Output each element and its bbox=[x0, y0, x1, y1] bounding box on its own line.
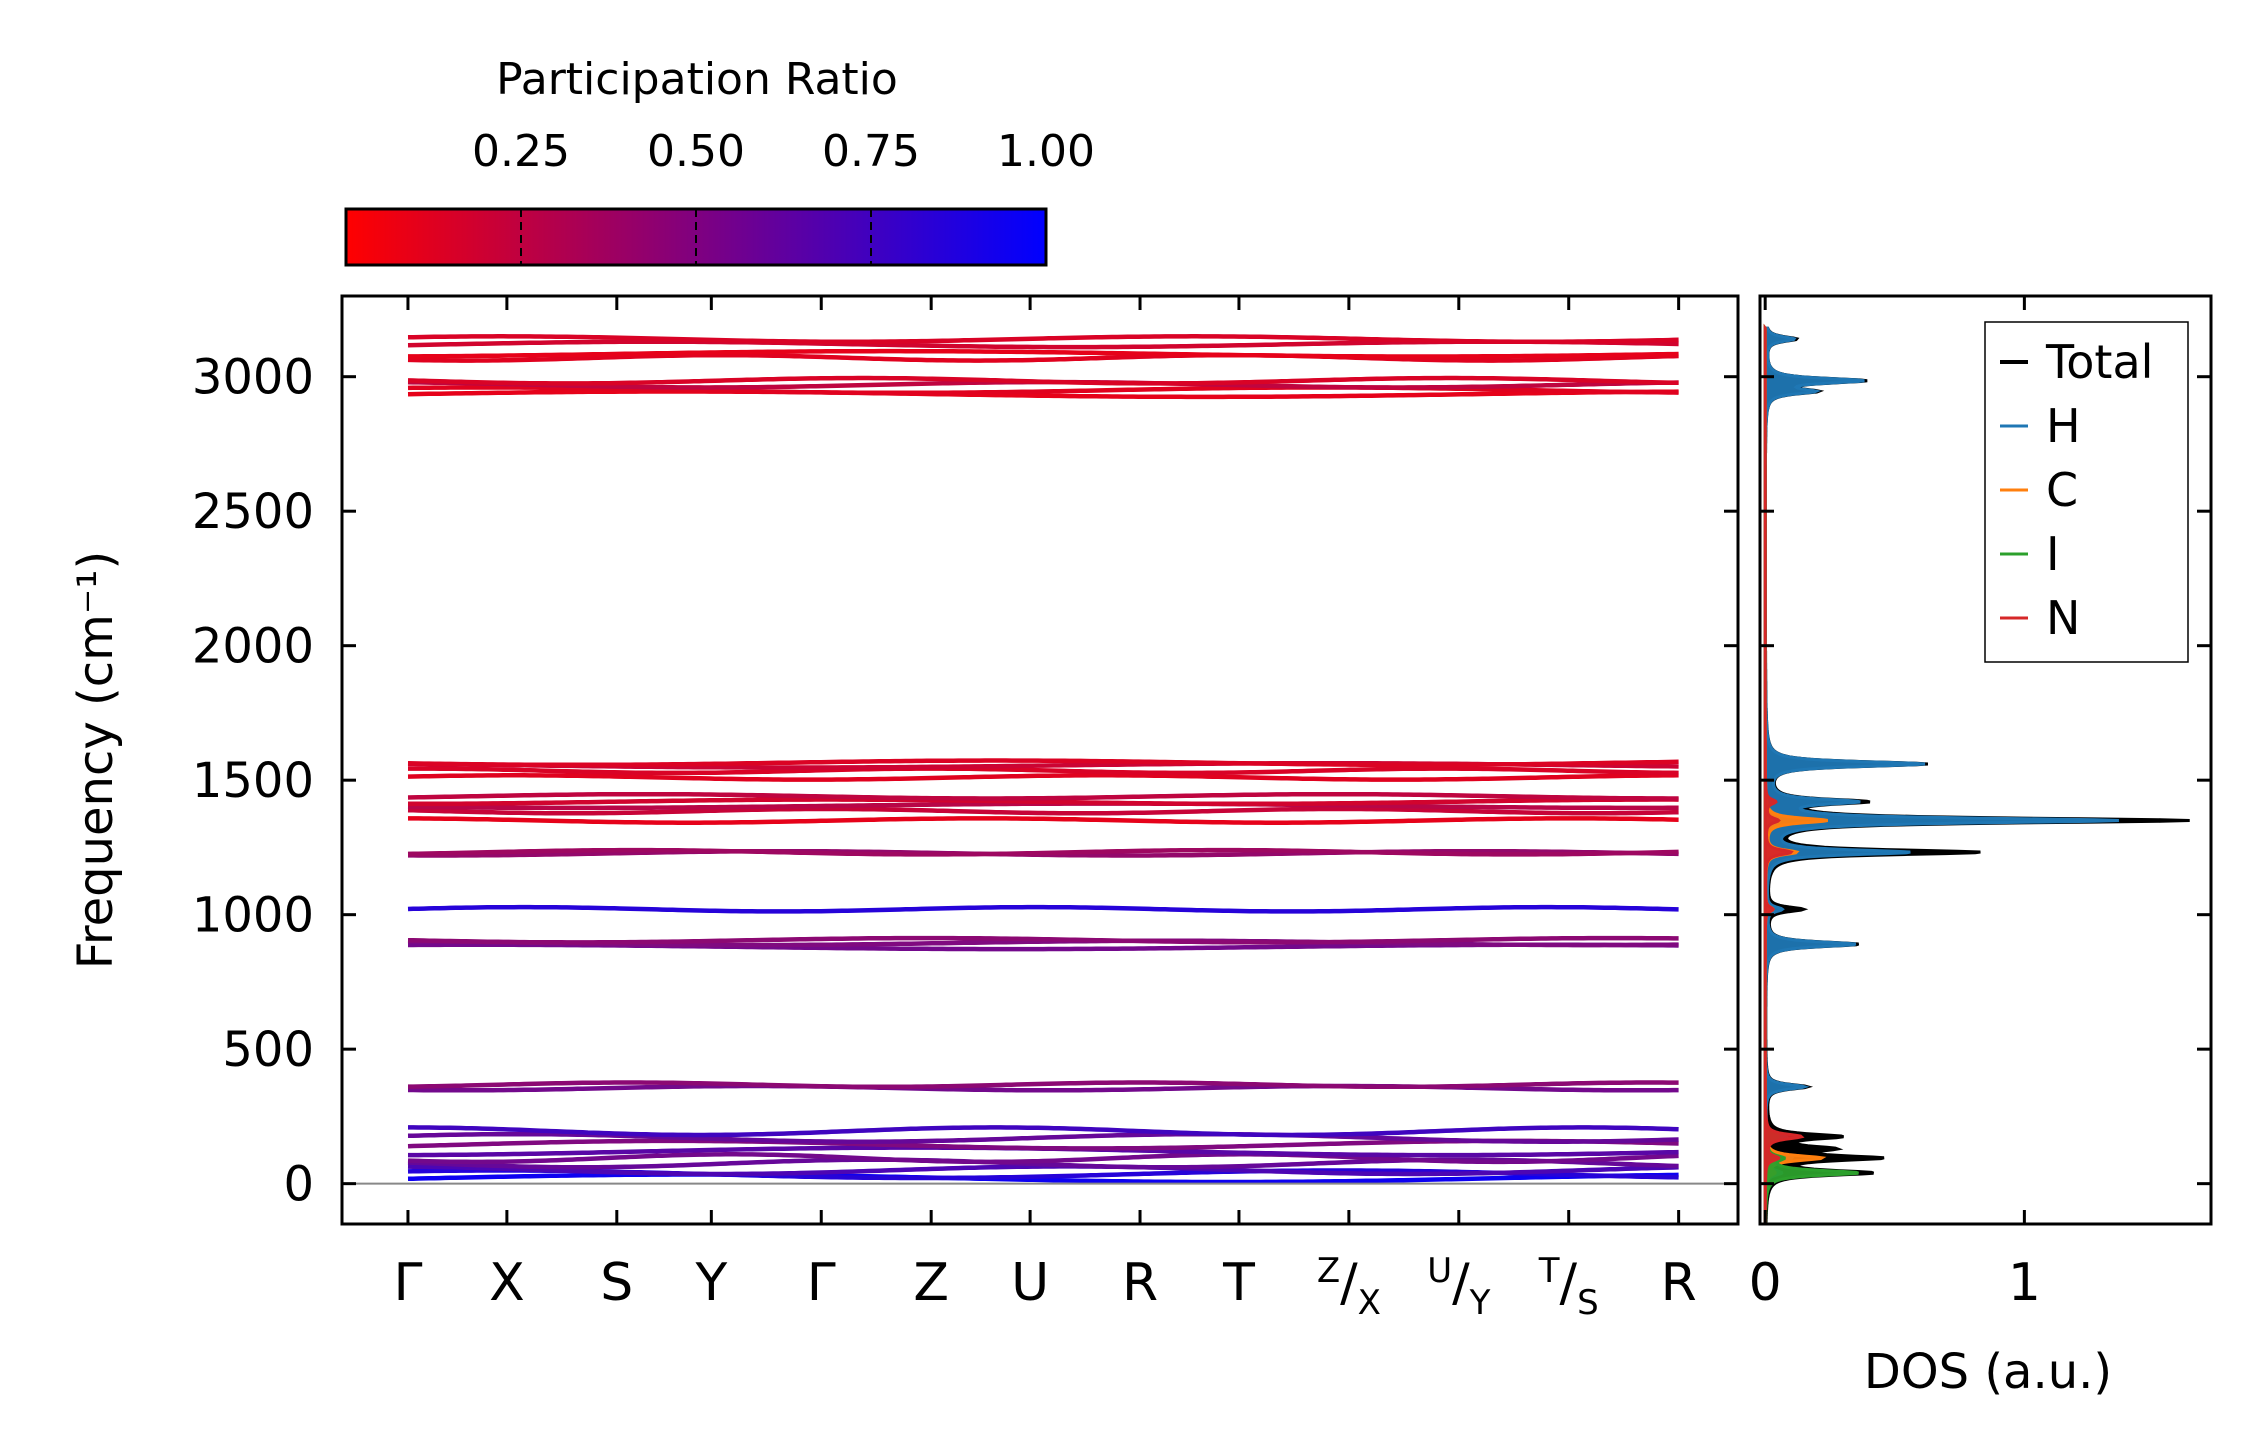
k-point-label: Y bbox=[694, 1253, 727, 1313]
y-tick-label: 2000 bbox=[192, 619, 314, 675]
legend-label: N bbox=[2046, 591, 2080, 645]
phonon-band bbox=[407, 806, 1679, 816]
dos-plot-frame bbox=[1758, 294, 2213, 1226]
phonon-band bbox=[407, 389, 1679, 400]
legend-label: Total bbox=[2045, 335, 2153, 389]
phonon-band bbox=[407, 1152, 1679, 1165]
phonon-band bbox=[407, 1172, 1679, 1185]
phonon-band bbox=[408, 1125, 1679, 1138]
colorbar: Participation Ratio 0.25 0.50 0.75 1.00 bbox=[344, 54, 1095, 267]
k-point-label: X bbox=[489, 1253, 525, 1313]
dos-curve-n bbox=[1763, 324, 1805, 1224]
phonon-band bbox=[407, 904, 1679, 914]
colorbar-tick-label: 1.00 bbox=[997, 126, 1095, 177]
colorbar-ticks: 0.25 0.50 0.75 1.00 bbox=[472, 126, 1095, 265]
k-point-label: U bbox=[1011, 1253, 1049, 1313]
colorbar-title: Participation Ratio bbox=[496, 54, 898, 105]
k-point-label: Z/X bbox=[1317, 1251, 1381, 1323]
y-tick-label: 3000 bbox=[192, 350, 314, 406]
band-y-axis-label: Frequency (cm⁻¹) bbox=[68, 551, 124, 969]
phonon-band bbox=[407, 847, 1679, 857]
phonon-band bbox=[408, 766, 1679, 776]
k-point-label: T bbox=[1222, 1253, 1255, 1313]
phonon-band bbox=[407, 758, 1679, 768]
phonon-band bbox=[407, 352, 1679, 363]
band-plot-frame bbox=[340, 294, 1740, 1226]
phonon-band bbox=[408, 1080, 1679, 1090]
dos-x-tick-label: 1 bbox=[2008, 1253, 2041, 1313]
colorbar-tick-label: 0.50 bbox=[647, 126, 745, 177]
k-point-label: S bbox=[600, 1253, 633, 1313]
phonon-band bbox=[407, 375, 1679, 386]
phonon-band bbox=[407, 791, 1679, 801]
y-tick-label: 500 bbox=[222, 1022, 314, 1078]
phonon-band bbox=[407, 935, 1679, 945]
phonon-band bbox=[408, 816, 1679, 825]
k-point-label: Γ bbox=[393, 1253, 422, 1313]
phonon-band bbox=[408, 348, 1679, 359]
colorbar-tick-label: 0.25 bbox=[472, 126, 570, 177]
y-tick-label: 1500 bbox=[192, 753, 314, 809]
legend-label: I bbox=[2046, 527, 2060, 581]
legend-label: C bbox=[2046, 463, 2078, 517]
k-point-label: U/Y bbox=[1427, 1251, 1490, 1323]
band-y-axis: 0 500 1000 1500 2000 2500 3000 bbox=[192, 350, 1738, 1213]
dos-curves bbox=[1763, 324, 2190, 1224]
legend-frame bbox=[1984, 321, 2189, 663]
k-point-label: Z bbox=[913, 1253, 949, 1313]
dos-x-axis-label: DOS (a.u.) bbox=[1864, 1344, 2112, 1400]
legend-label: H bbox=[2046, 399, 2081, 453]
phonon-band bbox=[407, 334, 1679, 344]
band-structure-panel: 0 500 1000 1500 2000 2500 3000 Γ X S Y Γ Z U R T Z/X U/Y… bbox=[68, 294, 1740, 1323]
y-tick-label: 1000 bbox=[192, 888, 314, 944]
phonon-band bbox=[407, 773, 1679, 782]
k-point-label: R bbox=[1661, 1253, 1697, 1313]
y-tick-label: 0 bbox=[283, 1157, 314, 1213]
colorbar-tick-label: 0.75 bbox=[822, 126, 920, 177]
k-point-label: Γ bbox=[807, 1253, 836, 1313]
dos-x-tick-label: 0 bbox=[1749, 1253, 1782, 1313]
k-point-label: T/S bbox=[1538, 1251, 1599, 1323]
band-lines bbox=[407, 334, 1679, 1185]
k-point-label: R bbox=[1122, 1253, 1158, 1313]
phonon-band bbox=[408, 797, 1679, 807]
band-x-axis: Γ X S Y Γ Z U R T Z/X U/Y T/S R bbox=[393, 296, 1697, 1323]
y-tick-label: 2500 bbox=[192, 484, 314, 540]
